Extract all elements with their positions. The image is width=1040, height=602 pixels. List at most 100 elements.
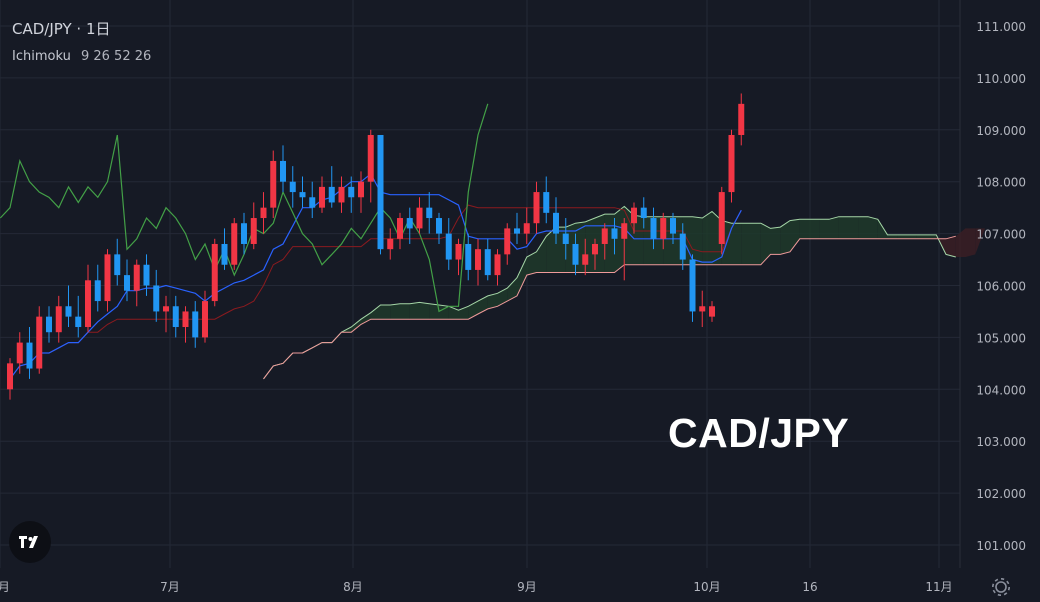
cloud-segment <box>887 234 898 239</box>
candle-body <box>640 207 647 219</box>
cloud-segment <box>546 227 556 273</box>
time-tick-label: 10月 <box>693 580 720 594</box>
cloud-segment <box>400 303 410 320</box>
cloud-segment <box>780 220 790 255</box>
candle-body <box>192 311 199 338</box>
indicator-legend[interactable]: Ichimoku 9 26 52 26 <box>12 49 151 64</box>
candle-body <box>709 306 715 317</box>
candle-body <box>582 254 589 265</box>
chikou-line <box>0 103 489 313</box>
cloud-segment <box>390 303 400 320</box>
candle-body <box>124 275 130 291</box>
price-tick-label: 103.000 <box>976 435 1026 449</box>
candle-body <box>699 306 706 312</box>
candle-body <box>494 254 501 276</box>
cloud-segment <box>829 216 839 239</box>
candle-body <box>114 254 121 276</box>
candle-body <box>728 134 735 193</box>
candle-body <box>260 207 267 219</box>
cloud-segment <box>468 301 478 320</box>
candle-body <box>270 160 277 208</box>
candle-body <box>367 134 374 182</box>
cloud-segment <box>809 219 820 239</box>
time-axis: 6月 7月 8月 9月 10月 16 11月 <box>0 580 953 594</box>
candle-body <box>241 223 247 244</box>
candle-body <box>455 243 462 260</box>
kijun-line <box>9 204 742 380</box>
cloud-segment <box>985 210 995 229</box>
candle-body <box>523 223 530 234</box>
candle-body <box>436 218 442 234</box>
indicator-params: 9 26 52 26 <box>80 49 152 64</box>
candle-body <box>299 192 306 198</box>
candle-body <box>163 306 169 312</box>
candle-body <box>406 218 413 229</box>
cloud-segment <box>517 257 527 296</box>
candle-body <box>592 243 598 255</box>
candle-body <box>211 243 218 302</box>
candle-body <box>553 212 559 234</box>
price-tick-label: 105.000 <box>976 331 1026 345</box>
symbol-title[interactable]: CAD/JPY · 1日 <box>12 20 111 38</box>
cloud-segment <box>634 215 644 265</box>
cloud-segment <box>946 236 956 257</box>
candle-body <box>153 285 160 312</box>
candle-body <box>309 197 316 208</box>
cloud-segment <box>838 216 849 239</box>
time-tick-label: 8月 <box>343 580 363 594</box>
candle-body <box>397 218 403 239</box>
candle-body <box>338 186 345 203</box>
candle-body <box>7 363 13 390</box>
cloud-segment <box>497 288 508 307</box>
cloud-segment <box>536 236 547 273</box>
candle-body <box>562 233 569 244</box>
time-tick-label: 6月 <box>0 580 10 594</box>
cloud-segment <box>907 234 917 239</box>
candle-body <box>231 223 238 265</box>
candle-body <box>621 223 628 239</box>
candle-body <box>377 134 384 250</box>
cloud-segment <box>526 251 537 276</box>
price-tick-label: 110.000 <box>976 72 1026 86</box>
cloud-segment <box>955 228 966 257</box>
candle-body <box>718 192 725 244</box>
time-tick-label: 16 <box>802 580 817 594</box>
price-axis: 111.000 110.000 109.000 108.000 107.000 106.0… <box>976 20 1026 553</box>
candle-body <box>670 218 676 234</box>
cloud-segment <box>439 305 449 320</box>
cloud-segment <box>965 228 976 257</box>
candle-body <box>289 181 296 193</box>
candle-body <box>75 316 82 328</box>
candle-body <box>650 218 657 239</box>
candle-body <box>280 160 286 182</box>
cloud-segment <box>361 312 371 325</box>
candle-body <box>16 342 23 364</box>
candle-body <box>465 243 472 270</box>
candle-body <box>514 228 520 234</box>
cloud-segment <box>507 277 517 302</box>
senkou-span-a-line <box>263 205 956 380</box>
candle-body <box>104 254 111 302</box>
gear-icon[interactable] <box>990 576 1012 598</box>
cloud-segment <box>370 305 381 320</box>
chart-grid <box>0 0 961 568</box>
cloud-segment <box>692 216 703 265</box>
candle-body <box>172 306 179 328</box>
candle-body <box>250 218 257 244</box>
price-tick-label: 101.000 <box>976 539 1026 553</box>
candle-body <box>94 280 101 302</box>
candle-body <box>387 238 394 250</box>
candle-body <box>738 103 745 135</box>
candle-body <box>36 316 43 369</box>
price-tick-label: 111.000 <box>976 20 1026 34</box>
candle-body <box>445 233 452 260</box>
candle-body <box>416 207 423 229</box>
tradingview-logo-icon[interactable] <box>9 521 51 563</box>
candle-body <box>475 249 481 270</box>
candle-body <box>358 181 364 198</box>
candle-body <box>85 280 91 328</box>
pair-overlay-label: CAD/JPY <box>668 410 850 456</box>
candle-body <box>484 249 491 276</box>
candle-body <box>46 316 52 333</box>
